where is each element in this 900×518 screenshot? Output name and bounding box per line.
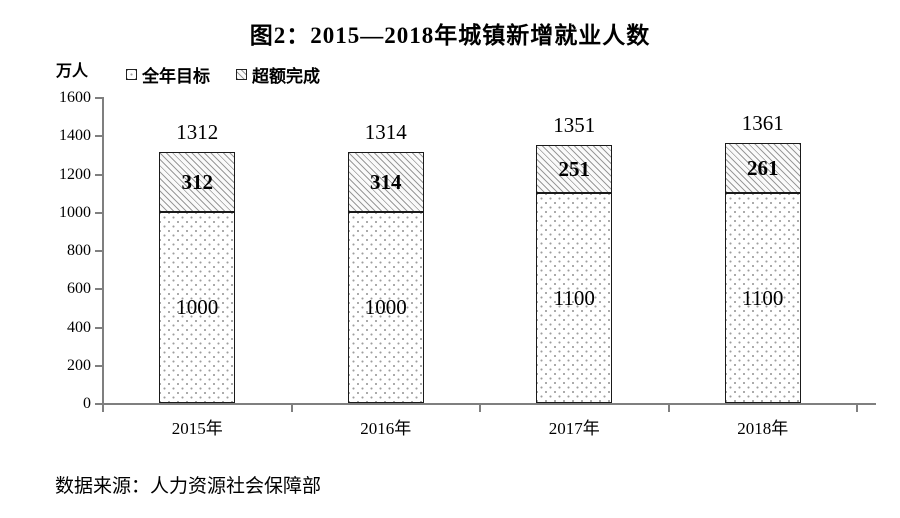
y-axis-tick [95, 364, 103, 367]
y-tick-label: 1200 [59, 165, 91, 183]
chart-title: 图2：2015—2018年城镇新增就业人数 [249, 23, 651, 48]
y-tick-label: 1600 [59, 89, 91, 106]
y-axis-tick [95, 135, 103, 138]
x-axis-label: 2018年 [737, 419, 789, 438]
total-value-label: 1314 [364, 119, 407, 144]
bar-segment-target [724, 192, 801, 403]
segment-value-label: 1000 [176, 295, 219, 320]
y-tick-label: 1400 [59, 127, 91, 145]
legend: 全年目标 超额完成 [126, 62, 320, 87]
bar-segment-target [159, 211, 236, 403]
segment-value-label: 314 [370, 169, 402, 194]
legend-label-target: 全年目标 [142, 67, 210, 86]
y-tick-label: 400 [67, 318, 91, 336]
dotted-swatch-icon [126, 69, 137, 80]
bar-segment-exceed [159, 152, 236, 212]
total-value-label: 1351 [553, 112, 596, 137]
y-axis-tick [95, 211, 103, 214]
y-axis-tick [95, 288, 103, 291]
y-axis-unit-label: 万人 [56, 63, 89, 80]
bar-segment-target [536, 192, 613, 403]
x-axis-label: 2015年 [171, 419, 223, 438]
total-value-label: 1312 [176, 120, 219, 145]
y-axis-tick [95, 326, 103, 329]
segment-value-label: 1100 [742, 285, 784, 310]
hatched-swatch-icon [236, 69, 247, 80]
source-note: 数据来源：人力资源社会保障部 [55, 476, 322, 497]
legend-item-exceed: 超额完成 [236, 62, 320, 87]
y-axis-tick [95, 97, 103, 99]
bar-segment-exceed [724, 142, 801, 193]
x-axis-label: 2017年 [548, 419, 600, 438]
legend-label-exceed: 超额完成 [252, 67, 320, 86]
y-tick-label: 1000 [59, 203, 91, 221]
total-value-label: 1361 [741, 110, 784, 135]
y-axis-tick [95, 250, 103, 252]
bar-segment-exceed [536, 144, 613, 193]
segment-value-label: 1100 [553, 285, 595, 310]
y-axis-tick [95, 173, 103, 176]
bar-segment-target [347, 211, 424, 403]
y-tick-label: 600 [67, 280, 91, 298]
legend-item-target: 全年目标 [126, 62, 210, 87]
x-axis-tick [856, 405, 858, 412]
x-axis-tick [479, 405, 481, 412]
bar-segment-exceed [347, 151, 424, 212]
x-axis-tick [667, 405, 670, 412]
y-axis-tick [95, 403, 103, 405]
y-tick-label: 200 [67, 356, 91, 374]
segment-value-label: 251 [558, 156, 591, 181]
x-axis-label: 2016年 [360, 419, 412, 438]
segment-value-label: 312 [181, 169, 214, 194]
x-axis-tick [290, 405, 293, 412]
x-axis [96, 403, 876, 405]
y-tick-label: 0 [83, 395, 91, 412]
x-axis-tick [102, 405, 104, 412]
y-axis [102, 97, 104, 405]
y-tick-label: 800 [67, 242, 91, 259]
segment-value-label: 261 [747, 155, 779, 180]
segment-value-label: 1000 [364, 295, 407, 320]
